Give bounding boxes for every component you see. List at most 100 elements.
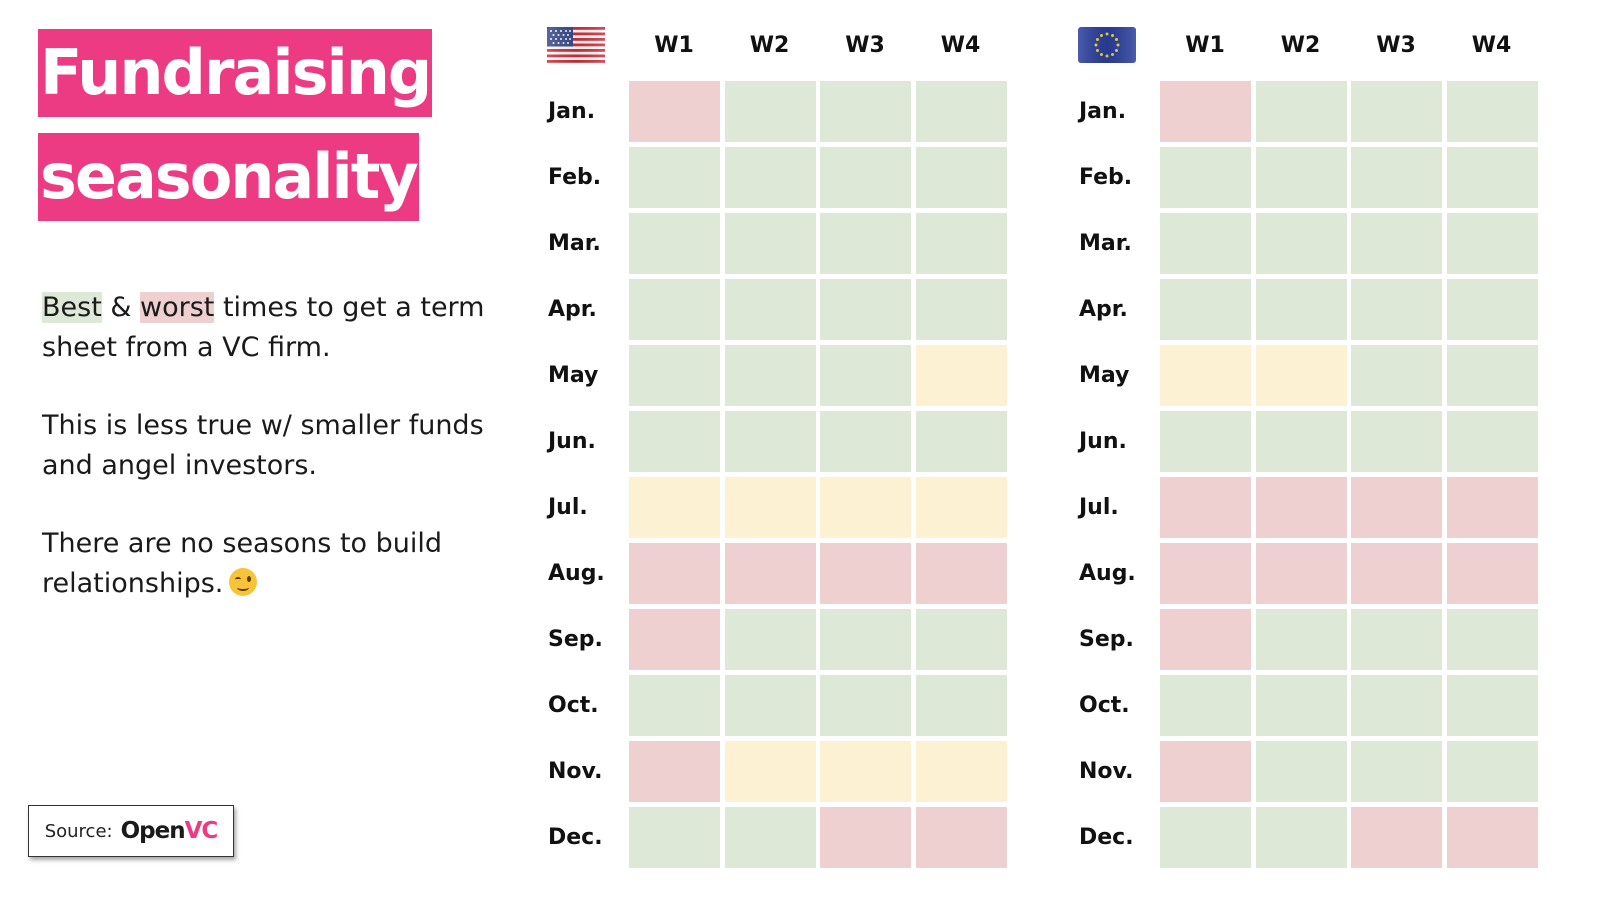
eu-cell-bad	[1160, 543, 1251, 604]
us-cell-good	[820, 411, 911, 472]
eu-row-label: Jun.	[1079, 429, 1127, 454]
eu-cell-good	[1255, 213, 1347, 274]
us-cell-good	[724, 807, 816, 868]
eu-cell-bad	[1351, 477, 1442, 538]
eu-cell-good	[1446, 675, 1538, 736]
us-cell-bad	[629, 81, 720, 142]
eu-cell-bad	[1160, 741, 1251, 802]
eu-cell-good	[1160, 147, 1251, 208]
eu-column-header-w4: W4	[1471, 33, 1512, 58]
eu-row-label: Apr.	[1079, 297, 1128, 322]
us-cell-medium	[915, 477, 1007, 538]
eu-cell-good	[1446, 213, 1538, 274]
us-cell-bad	[820, 807, 911, 868]
eu-row-label: Jan.	[1079, 99, 1127, 124]
eu-cell-good	[1255, 411, 1347, 472]
openvc-logo: OpenVC	[120, 818, 219, 844]
eu-cell-good	[1446, 147, 1538, 208]
eu-cell-good	[1160, 411, 1251, 472]
us-cell-good	[820, 279, 911, 340]
us-column-header-w1: W1	[654, 33, 694, 58]
us-cell-good	[820, 609, 911, 670]
us-row-label: Mar.	[548, 231, 601, 256]
us-cell-good	[820, 81, 911, 142]
us-cell-good	[724, 81, 816, 142]
eu-cell-good	[1446, 411, 1538, 472]
eu-cell-bad	[1446, 543, 1538, 604]
eu-row-label: Feb.	[1079, 165, 1133, 190]
us-column-header-w2: W2	[749, 33, 790, 58]
us-cell-good	[820, 213, 911, 274]
us-cell-good	[915, 675, 1007, 736]
us-row-label: Jun.	[548, 429, 596, 454]
eu-cell-bad	[1160, 81, 1251, 142]
source-badge: Source: OpenVC	[28, 805, 234, 857]
us-cell-good	[915, 609, 1007, 670]
us-cell-good	[915, 279, 1007, 340]
eu-cell-bad	[1446, 807, 1538, 868]
us-cell-good	[820, 147, 911, 208]
us-cell-good	[724, 345, 816, 406]
eu-cell-good	[1351, 213, 1442, 274]
us-cell-medium	[820, 477, 911, 538]
eu-row-label: May	[1079, 363, 1130, 388]
us-cell-good	[629, 675, 720, 736]
eu-flag-icon	[1078, 27, 1136, 63]
us-cell-good	[915, 411, 1007, 472]
us-cell-good	[629, 147, 720, 208]
eu-row-label: Jul.	[1079, 495, 1119, 520]
description-relationships: There are no seasons to build relationsh…	[42, 524, 502, 604]
eu-cell-bad	[1351, 807, 1442, 868]
description-smaller-funds: This is less true w/ smaller funds and a…	[42, 410, 484, 481]
best-highlight: Best	[42, 292, 102, 323]
eu-column-header-w2: W2	[1280, 33, 1321, 58]
us-cell-medium	[724, 741, 816, 802]
eu-cell-good	[1160, 807, 1251, 868]
us-row-label: Apr.	[548, 297, 597, 322]
us-cell-bad	[724, 543, 816, 604]
eu-cell-good	[1351, 741, 1442, 802]
us-row-label: Jul.	[548, 495, 588, 520]
eu-cell-good	[1351, 675, 1442, 736]
eu-cell-bad	[1160, 609, 1251, 670]
eu-cell-good	[1255, 81, 1347, 142]
worst-highlight: worst	[140, 292, 215, 323]
description-best-worst: Best & worst times to get a term sheet f…	[42, 288, 502, 368]
us-row-label: Oct.	[548, 693, 599, 718]
eu-row-label: Mar.	[1079, 231, 1132, 256]
us-cell-good	[724, 279, 816, 340]
eu-cell-good	[1351, 411, 1442, 472]
us-cell-good	[629, 213, 720, 274]
eu-cell-bad	[1255, 477, 1347, 538]
source-label: Source:	[44, 820, 113, 842]
us-cell-bad	[915, 807, 1007, 868]
eu-cell-good	[1446, 345, 1538, 406]
us-cell-good	[724, 609, 816, 670]
description-rest: times to get a term sheet from a VC firm…	[42, 292, 485, 363]
eu-cell-good	[1255, 741, 1347, 802]
us-flag-icon	[547, 27, 605, 63]
us-cell-good	[629, 345, 720, 406]
eu-cell-bad	[1446, 477, 1538, 538]
eu-cell-good	[1255, 609, 1347, 670]
us-cell-bad	[629, 609, 720, 670]
us-row-label: Nov.	[548, 759, 603, 784]
eu-row-label: Dec.	[1079, 825, 1134, 850]
eu-cell-medium	[1160, 345, 1251, 406]
title-line-1: Fundraising	[38, 29, 432, 117]
us-row-label: Feb.	[548, 165, 602, 190]
eu-cell-good	[1255, 279, 1347, 340]
logo-open: Open	[120, 818, 186, 844]
eu-cell-good	[1446, 609, 1538, 670]
us-cell-good	[915, 81, 1007, 142]
us-cell-bad	[915, 543, 1007, 604]
us-cell-good	[724, 147, 816, 208]
us-row-label: Aug.	[548, 561, 605, 586]
us-cell-good	[915, 213, 1007, 274]
eu-cell-good	[1255, 675, 1347, 736]
us-row-label: Jan.	[548, 99, 596, 124]
us-cell-good	[724, 213, 816, 274]
eu-cell-bad	[1160, 477, 1251, 538]
eu-column-header-w1: W1	[1185, 33, 1225, 58]
eu-cell-bad	[1255, 543, 1347, 604]
